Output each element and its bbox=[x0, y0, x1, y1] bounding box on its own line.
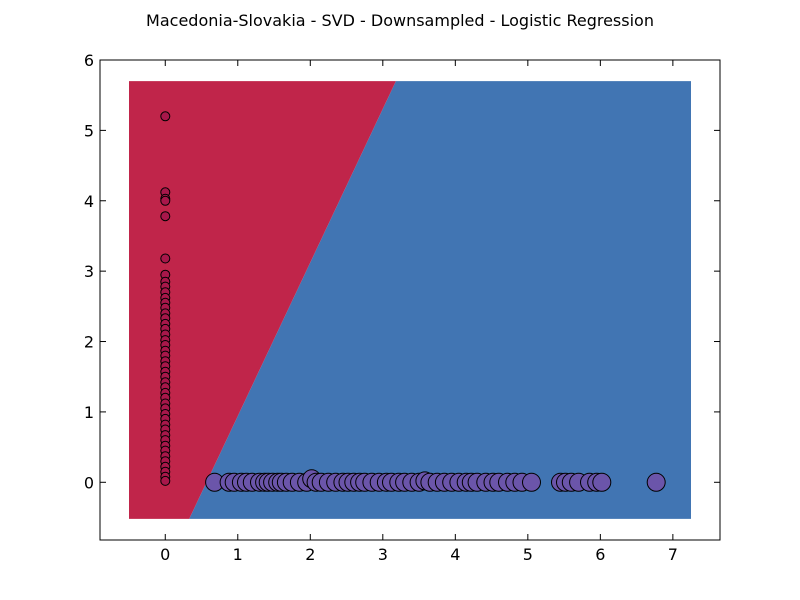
y-axis: 0 1 2 3 4 5 6 bbox=[84, 51, 720, 492]
scatter-point-series-1 bbox=[160, 211, 171, 222]
y-tick-label: 4 bbox=[84, 192, 94, 211]
region-left bbox=[129, 81, 396, 519]
y-tick-label: 6 bbox=[84, 51, 94, 70]
scatter-point-series-1 bbox=[160, 195, 171, 206]
x-tick-label: 6 bbox=[595, 545, 605, 564]
scatter-point-series-1 bbox=[160, 111, 171, 122]
plot-area: 0 1 2 3 4 5 6 7 0 1 2 3 4 5 6 bbox=[84, 51, 721, 564]
x-tick-label: 5 bbox=[523, 545, 533, 564]
y-tick-label: 3 bbox=[84, 262, 94, 281]
y-tick-label: 2 bbox=[84, 333, 94, 352]
scatter-point-series-1 bbox=[160, 475, 171, 486]
decision-regions bbox=[129, 81, 691, 519]
region-right bbox=[189, 81, 691, 519]
x-axis: 0 1 2 3 4 5 6 7 bbox=[160, 60, 678, 564]
scatter-point-series-2 bbox=[522, 472, 541, 492]
scatter-point-series-2 bbox=[646, 472, 666, 492]
x-tick-label: 7 bbox=[668, 545, 678, 564]
scatter-point-series-2 bbox=[592, 472, 612, 492]
chart-title: Macedonia-Slovakia - SVD - Downsampled -… bbox=[146, 11, 654, 30]
x-tick-label: 4 bbox=[450, 545, 460, 564]
scatter-points bbox=[160, 111, 666, 492]
y-tick-label: 1 bbox=[84, 403, 94, 422]
x-tick-label: 1 bbox=[233, 545, 243, 564]
scatter-point-series-1 bbox=[160, 253, 171, 264]
x-tick-label: 2 bbox=[305, 545, 315, 564]
y-tick-label: 0 bbox=[84, 473, 94, 492]
plot-frame bbox=[99, 59, 721, 541]
x-tick-label: 0 bbox=[160, 545, 170, 564]
x-tick-label: 3 bbox=[378, 545, 388, 564]
y-tick-label: 5 bbox=[84, 121, 94, 140]
